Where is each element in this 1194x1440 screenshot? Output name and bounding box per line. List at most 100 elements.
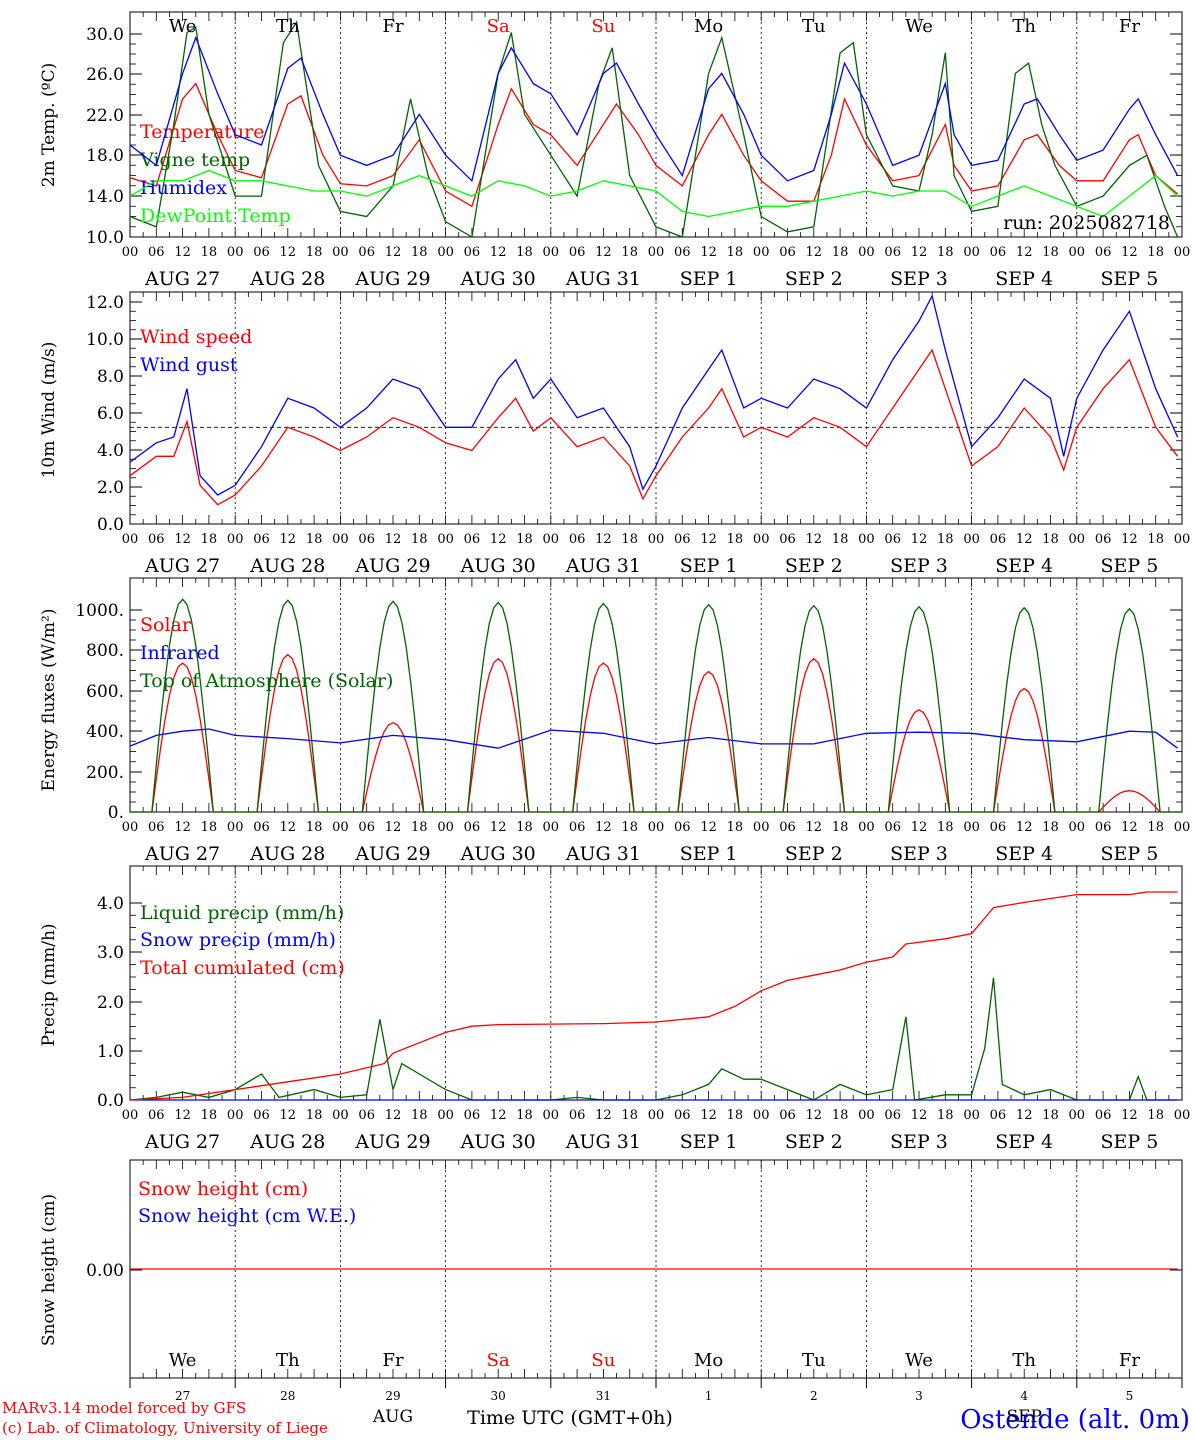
hour-tick-label: 12 xyxy=(700,820,717,835)
date-label: AUG 27 xyxy=(144,555,220,577)
hour-tick-label: 12 xyxy=(911,532,928,547)
hour-tick-label: 06 xyxy=(464,1108,481,1123)
hour-tick-label: 06 xyxy=(1095,245,1112,260)
hour-tick-label: 18 xyxy=(937,532,954,547)
date-label: SEP 1 xyxy=(680,1131,738,1153)
y-tick-label: 18.0 xyxy=(86,146,124,166)
hour-tick-label: 00 xyxy=(753,820,770,835)
date-label: SEP 2 xyxy=(785,843,843,865)
date-label: SEP 4 xyxy=(995,555,1053,577)
hour-tick-label: 12 xyxy=(490,820,507,835)
hour-tick-label: 18 xyxy=(727,1108,744,1123)
hour-tick-label: 18 xyxy=(621,245,638,260)
hour-tick-label: 18 xyxy=(201,532,218,547)
y-tick-label: 22.0 xyxy=(86,106,124,126)
date-label: SEP 1 xyxy=(680,843,738,865)
hour-tick-label: 06 xyxy=(884,1108,901,1123)
y-tick-label: 400. xyxy=(86,722,124,742)
hour-tick-label: 18 xyxy=(201,245,218,260)
hour-tick-label: 06 xyxy=(884,532,901,547)
hour-tick-label: 00 xyxy=(332,1108,349,1123)
hour-tick-label: 00 xyxy=(963,820,980,835)
hour-tick-label: 06 xyxy=(779,1108,796,1123)
date-label: SEP 5 xyxy=(1100,843,1158,865)
hour-tick-label: 00 xyxy=(332,245,349,260)
hour-tick-label: 06 xyxy=(569,1108,586,1123)
hour-tick-label: 18 xyxy=(621,820,638,835)
series-line-dewpoint-temp xyxy=(129,169,1179,218)
hour-tick-label: 18 xyxy=(832,820,849,835)
hour-tick-label: 18 xyxy=(937,245,954,260)
date-label: SEP 2 xyxy=(785,268,843,290)
hour-tick-label: 12 xyxy=(385,820,402,835)
day-name-label: We xyxy=(169,1350,197,1371)
day-name-label: Th xyxy=(276,1350,300,1371)
hour-tick-label: 12 xyxy=(1016,820,1033,835)
date-label: SEP 3 xyxy=(890,268,948,290)
day-name-label: We xyxy=(905,1350,933,1371)
hour-tick-label: 00 xyxy=(1174,532,1191,547)
legend-entry: Vigne temp xyxy=(139,149,250,171)
hour-tick-label: 18 xyxy=(516,820,533,835)
hour-tick-label: 18 xyxy=(306,820,323,835)
hour-tick-label: 18 xyxy=(411,820,428,835)
hour-tick-label: 06 xyxy=(884,245,901,260)
y-tick-label: 12.0 xyxy=(86,293,124,313)
legend-entry: Snow precip (mm/h) xyxy=(140,929,336,951)
series-line-humidex xyxy=(129,35,1179,183)
y-tick-label: 14.0 xyxy=(86,187,124,207)
hour-tick-label: 12 xyxy=(1121,1108,1138,1123)
day-name-label: Fr xyxy=(382,1350,403,1371)
hour-tick-label: 00 xyxy=(122,532,139,547)
y-tick-label: 2.0 xyxy=(97,993,124,1013)
hour-tick-label: 12 xyxy=(1016,1108,1033,1123)
y-tick-label: 10.0 xyxy=(86,228,124,248)
hour-tick-label: 18 xyxy=(832,532,849,547)
day-name-label: Th xyxy=(276,16,300,37)
hour-tick-label: 12 xyxy=(1121,532,1138,547)
legend-entry: Humidex xyxy=(140,177,227,199)
date-label: AUG 27 xyxy=(144,268,220,290)
day-number-label: 30 xyxy=(491,1389,506,1403)
date-label: AUG 28 xyxy=(249,268,325,290)
legend-entry: Snow height (cm W.E.) xyxy=(138,1205,356,1227)
date-label: AUG 31 xyxy=(565,843,641,865)
hour-tick-label: 12 xyxy=(806,245,823,260)
date-label: AUG 29 xyxy=(354,268,430,290)
series-line-infrared xyxy=(129,728,1178,749)
hour-tick-label: 18 xyxy=(832,1108,849,1123)
hour-tick-label: 12 xyxy=(595,820,612,835)
hour-tick-label: 00 xyxy=(1069,245,1086,260)
credit-line-2: (c) Lab. of Climatology, University of L… xyxy=(2,1419,328,1437)
hour-tick-label: 18 xyxy=(1147,245,1164,260)
day-name-label: Th xyxy=(1012,16,1036,37)
series-line-temperature xyxy=(129,82,1179,208)
hour-tick-label: 00 xyxy=(437,532,454,547)
date-label: AUG 29 xyxy=(354,555,430,577)
hour-tick-label: 12 xyxy=(1121,820,1138,835)
series-line-wind-speed xyxy=(129,348,1179,506)
y-axis-label: 2m Temp. (ºC) xyxy=(39,63,59,188)
hour-tick-label: 18 xyxy=(621,1108,638,1123)
day-number-label: 4 xyxy=(1020,1389,1028,1403)
date-label: SEP 3 xyxy=(890,1131,948,1153)
hour-tick-label: 18 xyxy=(516,245,533,260)
hour-tick-label: 12 xyxy=(700,1108,717,1123)
hour-tick-label: 18 xyxy=(1042,1108,1059,1123)
hour-tick-label: 12 xyxy=(174,532,191,547)
hour-tick-label: 00 xyxy=(122,1108,139,1123)
date-label: AUG 29 xyxy=(354,1131,430,1153)
date-label: SEP 4 xyxy=(995,843,1053,865)
hour-tick-label: 12 xyxy=(1016,245,1033,260)
hour-tick-label: 00 xyxy=(227,532,244,547)
day-number-label: 27 xyxy=(175,1389,190,1403)
hour-tick-label: 06 xyxy=(148,532,165,547)
hour-tick-label: 12 xyxy=(806,1108,823,1123)
series-line-top-of-atmosphere-solar- xyxy=(130,598,1182,813)
hour-tick-label: 06 xyxy=(1095,532,1112,547)
hour-tick-label: 12 xyxy=(806,820,823,835)
date-label: AUG 31 xyxy=(565,268,641,290)
hour-tick-label: 18 xyxy=(937,820,954,835)
hour-tick-label: 12 xyxy=(595,245,612,260)
